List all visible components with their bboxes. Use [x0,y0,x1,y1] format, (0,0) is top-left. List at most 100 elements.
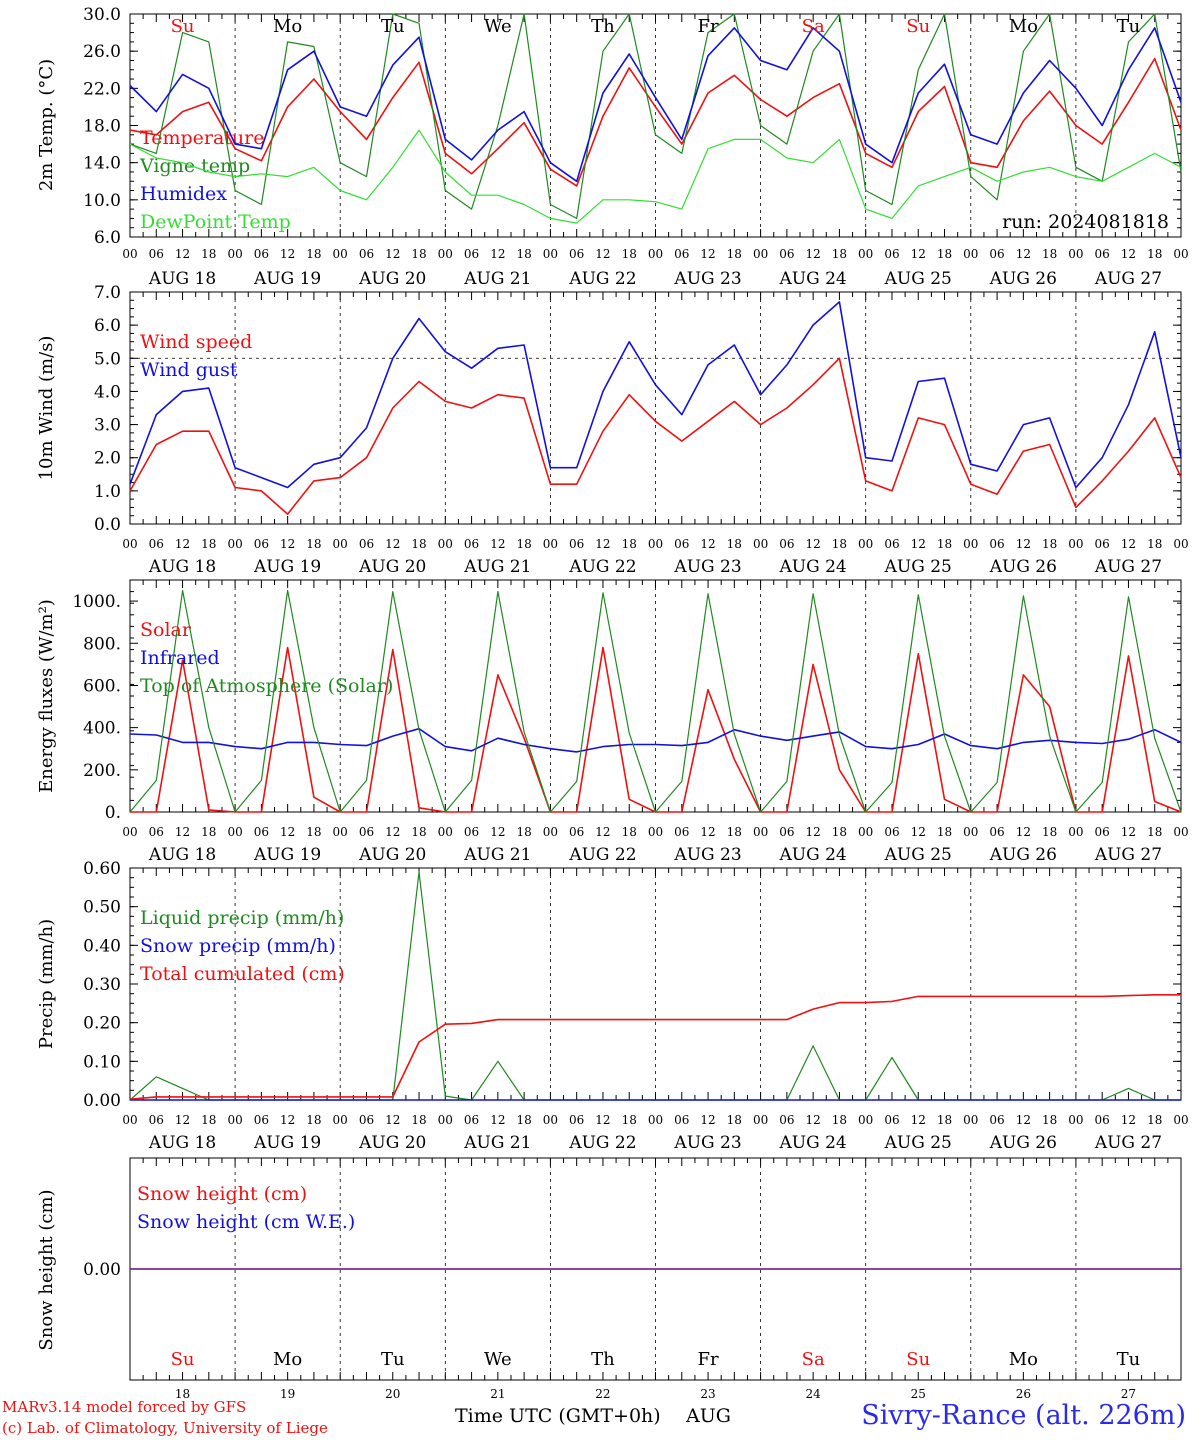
hour-tick-label: 00 [543,825,558,839]
day-name-label: Sa [802,1349,825,1370]
hour-tick-label: 00 [753,537,768,551]
date-label: AUG 20 [358,269,426,289]
series-line-wind-speed [129,357,1182,515]
hour-tick-label: 12 [806,825,821,839]
hour-tick-label: 06 [779,247,794,261]
date-label: AUG 24 [779,557,847,577]
hour-tick-label: 18 [622,247,637,261]
hour-tick-label: 00 [1068,537,1083,551]
hour-tick-label: 06 [884,825,899,839]
hour-tick-label: 00 [648,537,663,551]
legend-entry: DewPoint Temp [140,211,291,233]
date-label: AUG 19 [253,557,321,577]
hour-tick-label: 12 [175,537,190,551]
hour-tick-label: 00 [753,825,768,839]
day-name-label: Fr [698,1349,719,1370]
legend-entry: Snow height (cm W.E.) [137,1211,355,1233]
hour-tick-label: 06 [569,247,584,261]
day-name-label: Mo [273,16,302,37]
date-label: AUG 27 [1094,269,1162,289]
hour-tick-label: 06 [989,537,1004,551]
hour-tick-label: 18 [516,825,531,839]
y-tick-label: 1.0 [94,482,121,502]
hour-tick-label: 06 [359,825,374,839]
day-number-label: 19 [280,1387,295,1401]
hour-tick-label: 06 [779,825,794,839]
legend-entry: Wind gust [140,359,238,381]
hour-tick-label: 00 [1173,537,1188,551]
hour-tick-label: 00 [333,537,348,551]
y-tick-label: 0.60 [83,859,121,879]
y-tick-label: 1000. [72,592,121,612]
day-number-label: 21 [490,1387,505,1401]
day-name-label: Mo [1009,16,1038,37]
y-tick-label: 400. [83,719,121,739]
hour-tick-label: 06 [569,825,584,839]
y-tick-label: 600. [83,676,121,696]
hour-tick-label: 18 [516,1113,531,1127]
day-name-label: Su [906,16,930,37]
hour-tick-label: 18 [306,537,321,551]
y-tick-label: 800. [83,634,121,654]
hour-tick-label: 00 [1068,247,1083,261]
y-tick-label: 0.10 [83,1052,121,1072]
hour-tick-label: 00 [858,537,873,551]
day-name-label: Sa [802,16,825,37]
hour-tick-label: 18 [832,1113,847,1127]
hour-tick-label: 18 [306,247,321,261]
hour-tick-label: 12 [911,825,926,839]
hour-tick-label: 12 [385,825,400,839]
hour-tick-label: 12 [280,537,295,551]
date-label: AUG 20 [358,845,426,865]
hour-tick-label: 12 [385,247,400,261]
hour-tick-label: 06 [149,247,164,261]
series-line-humidex [129,27,1182,183]
hour-tick-label: 12 [385,537,400,551]
y-tick-label: 6.0 [94,228,121,248]
hour-tick-label: 00 [963,537,978,551]
hour-tick-label: 12 [595,1113,610,1127]
legend-entry: Snow precip (mm/h) [140,935,336,957]
hour-tick-label: 06 [359,247,374,261]
day-number-label: 24 [806,1387,822,1401]
hour-tick-label: 12 [490,1113,505,1127]
date-label: AUG 22 [568,845,636,865]
date-label: AUG 19 [253,269,321,289]
x-axis-title: Time UTC (GMT+0h) [455,1405,661,1427]
run-annotation: run: 2024081818 [1002,211,1169,233]
y-tick-label: 200. [83,761,121,781]
day-name-label: Mo [273,1349,302,1370]
hour-tick-label: 12 [700,1113,715,1127]
date-label: AUG 25 [884,1133,952,1153]
legend-entry: Solar [140,619,192,641]
hour-tick-label: 18 [832,537,847,551]
day-number-label: 27 [1121,1387,1136,1401]
hour-tick-label: 00 [543,247,558,261]
panel-1: 30.0 26.0 22.0 18.0 14.0 10.0 6.0 2m Temp. (°C)… [36,5,1189,289]
date-label: AUG 22 [568,557,636,577]
hour-tick-label: 18 [727,537,742,551]
hour-tick-label: 18 [1147,537,1162,551]
hour-tick-label: 18 [1042,537,1057,551]
legend-entry: Infrared [140,647,220,669]
hour-tick-label: 06 [359,537,374,551]
date-label: AUG 21 [463,1133,531,1153]
y-tick-label: 3.0 [94,416,121,436]
hour-tick-label: 00 [648,1113,663,1127]
date-label: AUG 24 [779,269,847,289]
legend-entry: Humidex [140,183,227,205]
hour-tick-label: 12 [595,537,610,551]
hour-tick-label: 00 [963,247,978,261]
date-label: AUG 20 [358,1133,426,1153]
y-tick-label: 6.0 [94,316,121,336]
hour-tick-label: 00 [333,247,348,261]
y-tick-label: 18.0 [83,117,121,137]
legend-entry: Temperature [140,127,264,149]
hour-tick-label: 00 [1173,247,1188,261]
hour-tick-label: 00 [1068,1113,1083,1127]
hour-tick-label: 00 [438,537,453,551]
day-number-label: 22 [595,1387,610,1401]
hour-tick-label: 18 [727,1113,742,1127]
hour-tick-label: 12 [490,247,505,261]
hour-tick-label: 00 [438,247,453,261]
